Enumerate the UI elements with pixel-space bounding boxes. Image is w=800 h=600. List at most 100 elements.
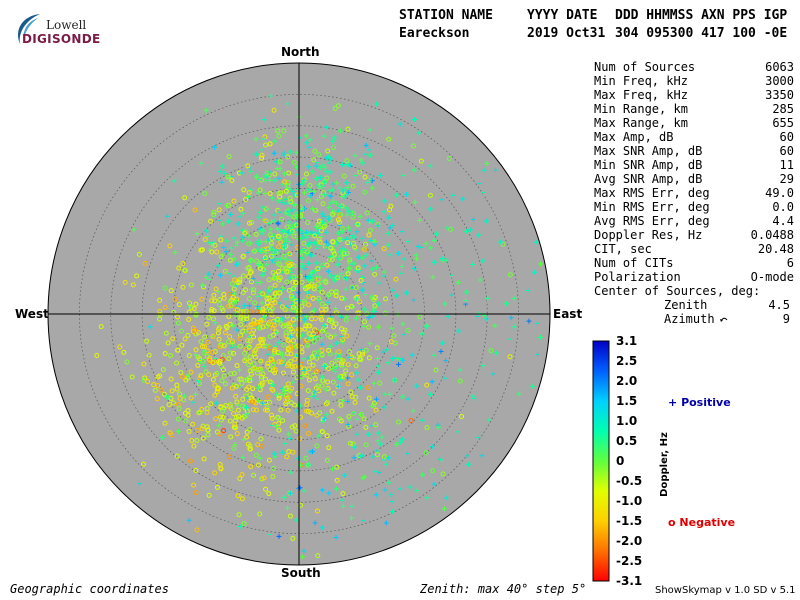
source-point-negative (340, 337, 346, 343)
source-point-negative (198, 339, 204, 345)
colorbar-tick-label: -1.5 (616, 514, 643, 528)
source-point-positive (262, 190, 268, 196)
source-point-negative (334, 464, 340, 470)
source-point-positive (256, 214, 262, 220)
source-point-negative (293, 428, 299, 434)
source-point-negative (319, 289, 325, 295)
source-point-positive (215, 263, 221, 269)
source-point-negative (259, 380, 265, 386)
source-point-positive (272, 178, 278, 184)
source-point-positive (306, 144, 312, 150)
source-point-positive (263, 239, 269, 245)
source-point-negative (180, 374, 186, 380)
source-point-negative (98, 324, 104, 330)
source-point-positive (279, 229, 285, 235)
stat-row: Min Freq, kHz 3000 (594, 74, 794, 88)
source-point-positive (411, 266, 417, 272)
source-point-positive (383, 461, 389, 467)
source-point-negative (319, 383, 325, 389)
source-point-positive (306, 164, 312, 170)
source-point-positive (313, 163, 319, 169)
source-point-positive (530, 383, 536, 389)
source-point-negative (288, 358, 294, 364)
source-point-positive (279, 391, 285, 397)
source-point-positive (427, 163, 433, 169)
source-point-positive (437, 456, 443, 462)
source-point-negative (266, 399, 272, 405)
source-point-negative (265, 321, 271, 327)
source-point-positive (321, 416, 327, 422)
source-point-negative (311, 283, 317, 289)
source-point-positive (456, 328, 462, 334)
source-point-positive (376, 469, 382, 475)
source-point-negative (309, 354, 315, 360)
source-point-positive (255, 261, 261, 267)
source-point-negative (254, 258, 260, 264)
source-point-negative (242, 350, 248, 356)
source-point-negative (217, 360, 223, 366)
source-point-negative (339, 295, 345, 301)
source-point-positive (202, 348, 208, 354)
source-point-positive (443, 495, 449, 501)
source-point-negative (267, 308, 273, 314)
source-point-negative (248, 279, 254, 285)
source-point-positive (255, 385, 261, 391)
source-point-negative (267, 191, 273, 197)
source-point-negative (297, 213, 303, 219)
source-point-negative (247, 338, 253, 344)
header-date-label: YYYY DATE (527, 8, 598, 23)
source-point-positive (343, 162, 349, 168)
source-point-positive (376, 324, 382, 330)
legend-positive-marker: + (668, 396, 678, 409)
source-point-positive (410, 408, 416, 414)
source-point-negative (374, 452, 380, 458)
source-point-negative (292, 363, 298, 369)
source-point-positive (283, 296, 289, 302)
source-point-negative (305, 388, 311, 394)
source-point-negative (269, 415, 275, 421)
source-point-positive (289, 287, 295, 293)
source-point-negative (362, 174, 368, 180)
source-point-positive (289, 208, 295, 214)
source-point-positive (414, 256, 420, 262)
source-point-negative (239, 380, 245, 386)
source-point-positive (394, 192, 400, 198)
source-point-negative (236, 512, 242, 518)
source-point-positive (307, 232, 313, 238)
source-point-negative (488, 348, 494, 354)
source-point-positive (233, 242, 239, 248)
source-point-negative (381, 246, 387, 252)
source-point-positive (365, 217, 371, 223)
source-point-negative (237, 279, 243, 285)
source-point-negative (231, 411, 237, 417)
source-point-negative (364, 210, 370, 216)
source-point-positive (477, 277, 483, 283)
source-point-positive (246, 303, 252, 309)
source-point-negative (211, 292, 217, 298)
source-point-negative (309, 310, 315, 316)
source-point-negative (278, 239, 284, 245)
source-point-positive (399, 229, 405, 235)
source-point-positive (332, 306, 338, 312)
source-point-positive (379, 434, 385, 440)
source-point-negative (320, 429, 326, 435)
source-point-positive (419, 331, 425, 337)
source-point-negative (260, 291, 266, 297)
source-point-negative (383, 296, 389, 302)
source-point-positive (366, 147, 372, 153)
source-point-negative (347, 349, 353, 355)
source-point-positive (349, 503, 355, 509)
source-point-negative (236, 376, 242, 382)
center-label: Center of Sources, deg: (594, 284, 761, 298)
source-point-positive (484, 295, 490, 301)
source-point-negative (240, 328, 246, 334)
source-point-positive (203, 228, 209, 234)
source-point-negative (197, 375, 203, 381)
source-point-negative (213, 416, 219, 422)
source-point-positive (255, 304, 261, 310)
source-point-negative (208, 401, 214, 407)
source-point-negative (246, 241, 252, 247)
source-point-positive (244, 405, 250, 411)
source-point-negative (212, 392, 218, 398)
source-point-positive (246, 233, 252, 239)
